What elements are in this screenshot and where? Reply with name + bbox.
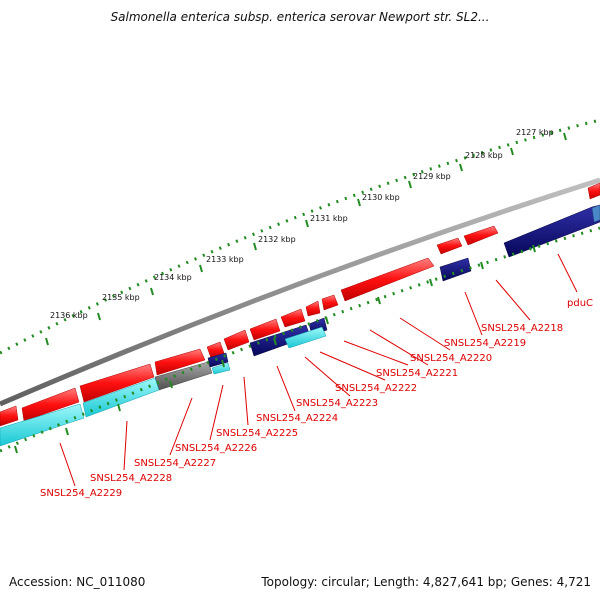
- inner-ticks: [14, 244, 536, 454]
- gene-block[interactable]: [284, 326, 327, 349]
- map-title: Salmonella enterica subsp. enterica sero…: [110, 10, 490, 24]
- gene-label[interactable]: SNSL254_A2228: [90, 473, 172, 484]
- gene-arrow[interactable]: [0, 405, 19, 427]
- gene-label-pduc[interactable]: pduC: [567, 298, 593, 309]
- gene-label[interactable]: SNSL254_A2218: [481, 323, 563, 334]
- scale-ticks: [45, 132, 567, 346]
- gene-arrow[interactable]: [436, 237, 463, 255]
- gene-arrow[interactable]: [321, 294, 339, 311]
- accession-text: Accession: NC_011080: [9, 575, 146, 589]
- gene-arrow[interactable]: [249, 318, 281, 341]
- scale-label: 2135 kbp: [102, 293, 140, 302]
- scale-label: 2127 kbp: [516, 128, 554, 137]
- gene-arrow[interactable]: [305, 300, 321, 317]
- gene-label[interactable]: SNSL254_A2222: [335, 383, 417, 394]
- gene-arrow[interactable]: [154, 348, 206, 376]
- reverse-strand: [0, 204, 600, 447]
- gene-label[interactable]: SNSL254_A2229: [40, 488, 122, 499]
- forward-strand: [0, 182, 600, 427]
- gene-block[interactable]: [0, 403, 85, 447]
- scale-label: 2134 kbp: [154, 273, 192, 282]
- gene-label[interactable]: SNSL254_A2220: [410, 353, 492, 364]
- gene-label[interactable]: SNSL254_A2221: [376, 368, 458, 379]
- gene-arrow[interactable]: [463, 225, 499, 246]
- gene-arrow[interactable]: [340, 257, 435, 302]
- scale-label: 2136 kbp: [50, 311, 88, 320]
- gene-arrow[interactable]: [21, 387, 80, 422]
- gene-block[interactable]: [439, 257, 472, 282]
- gene-label[interactable]: SNSL254_A2223: [296, 398, 378, 409]
- genome-backbone: [0, 177, 600, 407]
- gene-label[interactable]: SNSL254_A2219: [444, 338, 526, 349]
- gene-arrow[interactable]: [79, 363, 155, 403]
- topology-text: Topology: circular; Length: 4,827,641 bp…: [261, 575, 591, 589]
- label-leaders: [59, 253, 578, 487]
- scale-label: 2133 kbp: [206, 255, 244, 264]
- gene-arrow[interactable]: [206, 341, 225, 359]
- gene-block[interactable]: [207, 352, 229, 368]
- gene-block[interactable]: [82, 377, 160, 418]
- scale-label: 2130 kbp: [362, 193, 400, 202]
- gene-arrow[interactable]: [280, 308, 306, 328]
- gene-label[interactable]: SNSL254_A2225: [216, 428, 298, 439]
- gene-label[interactable]: SNSL254_A2227: [134, 458, 216, 469]
- gene-arrow[interactable]: [223, 329, 250, 351]
- scale-label: 2129 kbp: [413, 172, 451, 181]
- scale-label: 2128 kbp: [465, 151, 503, 160]
- gene-label[interactable]: SNSL254_A2224: [256, 413, 338, 424]
- gene-label[interactable]: SNSL254_A2226: [175, 443, 257, 454]
- gene-block[interactable]: [503, 204, 600, 258]
- scale-label: 2131 kbp: [310, 214, 348, 223]
- gene-block[interactable]: [591, 204, 600, 223]
- gene-arrow[interactable]: [587, 182, 600, 200]
- scale-ring-inner: [0, 226, 600, 453]
- scale-label: 2132 kbp: [258, 235, 296, 244]
